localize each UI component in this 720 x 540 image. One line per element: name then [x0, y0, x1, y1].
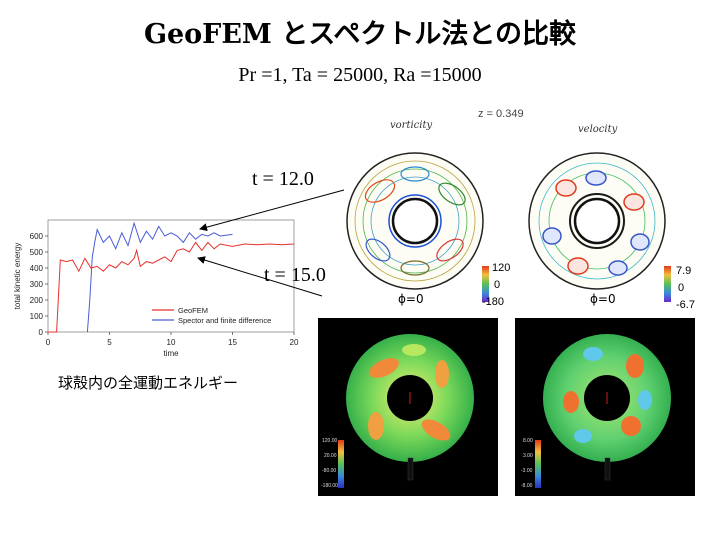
slide-subtitle: Pr =1, Ta = 25000, Ra =15000 — [238, 64, 482, 86]
geofem-velocity-render-image — [543, 334, 671, 481]
y-tick-label: 300 — [30, 280, 44, 289]
y-tick-label: 500 — [30, 248, 44, 257]
chart-caption: 球殻内の全運動エネルギー — [58, 374, 239, 392]
x-tick-label: 5 — [107, 338, 112, 347]
x-tick-label: 15 — [228, 338, 237, 347]
z-label: z = 0.349 — [478, 108, 524, 120]
y-tick-label: 100 — [30, 312, 44, 321]
velocity-scale-zero: 0 — [678, 282, 685, 294]
vorticity-colorbar — [482, 266, 489, 302]
render-colorbar-left — [338, 440, 344, 488]
x-axis-label: time — [163, 349, 179, 358]
render-left-scale-2: 20.00 — [324, 453, 337, 459]
render-right-scale-4: -8.00 — [521, 483, 533, 489]
vorticity-contour-plot — [346, 152, 484, 290]
y-tick-label: 0 — [39, 328, 44, 337]
render-colorbar-right — [535, 440, 541, 488]
vorticity-title: vorticity — [390, 120, 433, 131]
legend-label: GeoFEM — [178, 306, 208, 315]
geofem-vorticity-render: 120.00 20.00 -80.00 -180.00 — [318, 318, 498, 496]
render-right-scale-1: 8.00 — [523, 438, 533, 444]
geofem-velocity-render: 8.00 3.00 -3.00 -8.00 — [515, 318, 695, 496]
x-tick-label: 20 — [290, 338, 299, 347]
slide-title: GeoFEM とスペクトル法との比較 — [143, 19, 577, 50]
time-label-15: t = 15.0 — [264, 264, 326, 286]
time-label-12: t = 12.0 — [252, 168, 314, 190]
arrow-t15 — [197, 256, 323, 297]
x-tick-label: 0 — [46, 338, 51, 347]
y-tick-label: 400 — [30, 264, 44, 273]
vorticity-scale-zero: 0 — [494, 279, 501, 291]
arrow-t12 — [199, 189, 345, 232]
phi-label-velocity: ϕ=0 — [590, 292, 616, 306]
render-right-scale-2: 3.00 — [523, 453, 533, 459]
phi-label-vorticity: ϕ=0 — [398, 292, 424, 306]
velocity-scale-max: 7.9 — [676, 265, 692, 277]
y-axis-label: total kinetic energy — [13, 243, 22, 310]
legend-label: Spector and finite difference — [178, 316, 271, 325]
kinetic-energy-chart: 0 100 200 300 400 500 600 0 5 10 15 20 time total kin… — [13, 219, 299, 358]
render-left-scale-3: -80.00 — [322, 468, 337, 474]
geofem-vorticity-render-image — [338, 334, 474, 488]
velocity-colorbar — [664, 266, 671, 302]
velocity-contour-plot — [528, 152, 666, 290]
x-tick-label: 10 — [167, 338, 176, 347]
y-tick-label: 200 — [30, 296, 44, 305]
vorticity-scale-min: -180 — [482, 296, 505, 308]
velocity-scale-min: -6.7 — [676, 299, 695, 311]
y-tick-label: 600 — [30, 232, 44, 241]
vorticity-scale-max: 120 — [492, 262, 511, 274]
series-line-geofem — [48, 241, 295, 333]
chart-lines — [48, 221, 295, 333]
render-left-scale-4: -180.00 — [321, 483, 338, 489]
render-left-scale-1: 120.00 — [322, 438, 338, 444]
series-line-spector — [86, 221, 233, 333]
render-right-scale-3: -3.00 — [521, 468, 533, 474]
velocity-title: velocity — [578, 124, 618, 135]
